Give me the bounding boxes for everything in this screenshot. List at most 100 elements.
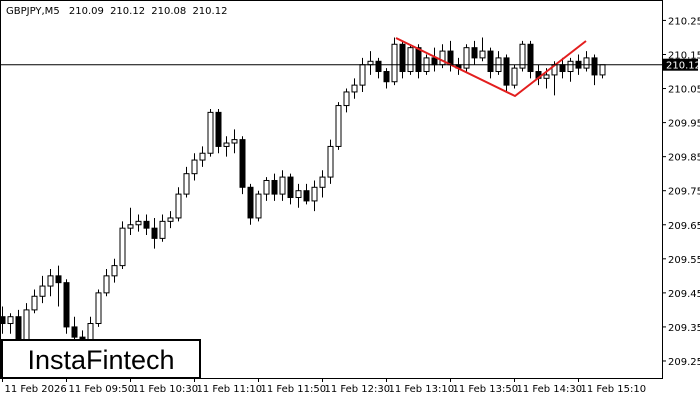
candle-body: [119, 227, 126, 267]
candle-body: [239, 139, 246, 188]
last-close: 210.12: [192, 6, 227, 17]
candle-body: [391, 43, 398, 83]
y-tick-label: 210.15: [668, 50, 700, 61]
logo-box: [1, 339, 201, 379]
candle-body: [23, 309, 30, 342]
x-tick-label: 11 Feb 12:30: [325, 384, 391, 395]
candle-body: [399, 43, 406, 73]
candle-body: [311, 186, 318, 202]
last-low: 210.08: [151, 6, 186, 17]
candle-body: [31, 295, 38, 311]
candle-body: [471, 47, 478, 59]
x-tick-label: 11 Feb 13:50: [453, 384, 519, 395]
y-tick-label: 210.05: [668, 85, 700, 96]
price-label-box: [662, 58, 698, 71]
pattern-line: [395, 37, 587, 98]
candle-body: [263, 179, 270, 195]
y-tick-label: 209.65: [668, 221, 700, 232]
last-high: 210.12: [110, 6, 145, 17]
y-tick-label: 209.55: [668, 255, 700, 266]
candle-body: [71, 326, 78, 338]
candle-body: [503, 57, 510, 86]
candle-body: [415, 47, 422, 73]
candle-body: [487, 50, 494, 73]
price-label: 210.12: [666, 61, 700, 72]
candle-body: [111, 265, 118, 277]
candle-body: [223, 142, 230, 147]
plot-frame: [0, 0, 663, 379]
candle-body: [431, 57, 438, 66]
candle-body: [15, 316, 22, 342]
candle-body: [343, 91, 350, 107]
candle-body: [95, 292, 102, 325]
candle-body: [39, 285, 46, 297]
candle-body: [159, 220, 166, 239]
candle-body: [519, 43, 526, 69]
logo: InstaFintech: [27, 345, 174, 375]
x-tick-label: 11 Feb 13:10: [389, 384, 455, 395]
candle-body: [559, 64, 566, 73]
candle-body: [103, 275, 110, 294]
candle-body: [479, 50, 486, 59]
candle-body: [287, 176, 294, 199]
candle-body: [599, 64, 606, 76]
candle-body: [375, 60, 382, 73]
x-tick-label: 11 Feb 10:30: [133, 384, 199, 395]
candle-body: [143, 220, 150, 229]
y-tick-label: 209.95: [668, 119, 700, 130]
y-tick-label: 209.45: [668, 289, 700, 300]
candle-body: [319, 176, 326, 188]
y-tick-label: 209.35: [668, 323, 700, 334]
candle-body: [383, 71, 390, 83]
candle-body: [359, 64, 366, 86]
candle-body: [175, 193, 182, 219]
candle-body: [407, 47, 414, 73]
y-tick-label: 210.25: [668, 16, 700, 27]
candle-body: [167, 217, 174, 222]
candle-body: [199, 152, 206, 161]
y-tick-label: 209.25: [668, 357, 700, 368]
candle-body: [295, 190, 302, 199]
candle-body: [511, 67, 518, 86]
y-tick-label: 209.85: [668, 153, 700, 164]
candle-body: [567, 60, 574, 73]
candle-body: [327, 145, 334, 178]
candle-body: [351, 84, 358, 93]
x-tick-label: 11 Feb 2026: [5, 384, 67, 395]
candle-body: [303, 190, 310, 202]
candle-body: [591, 57, 598, 76]
candle-body: [231, 139, 238, 144]
symbol: GBPJPY,M5: [6, 6, 60, 17]
candle-body: [0, 316, 6, 325]
candle-body: [247, 186, 254, 219]
candle-body: [191, 159, 198, 175]
candle-body: [335, 105, 342, 147]
x-tick-label: 11 Feb 14:30: [517, 384, 583, 395]
last-open: 210.09: [69, 6, 104, 17]
chart-header: GBPJPY,M5 210.09 210.12 210.08 210.12: [6, 6, 227, 17]
candle-body: [55, 275, 62, 284]
y-tick-label: 209.75: [668, 187, 700, 198]
candle-body: [439, 50, 446, 66]
candle-body: [183, 173, 190, 195]
candle-body: [367, 60, 374, 66]
candle-body: [543, 74, 550, 79]
candle-body: [47, 275, 54, 287]
candle-body: [127, 224, 134, 229]
candle-body: [527, 43, 534, 73]
candle-body: [271, 179, 278, 195]
candle-body: [279, 176, 286, 195]
x-tick-label: 11 Feb 11:50: [261, 384, 327, 395]
candle-body: [63, 282, 70, 328]
candle-body: [583, 57, 590, 69]
candle-body: [207, 111, 214, 154]
x-tick-label: 11 Feb 15:10: [581, 384, 647, 395]
candle-body: [151, 227, 158, 239]
candle-body: [463, 47, 470, 69]
candle-body: [215, 111, 222, 147]
x-tick-label: 11 Feb 11:10: [197, 384, 263, 395]
candle-body: [7, 316, 14, 325]
x-tick-label: 11 Feb 09:50: [69, 384, 135, 395]
